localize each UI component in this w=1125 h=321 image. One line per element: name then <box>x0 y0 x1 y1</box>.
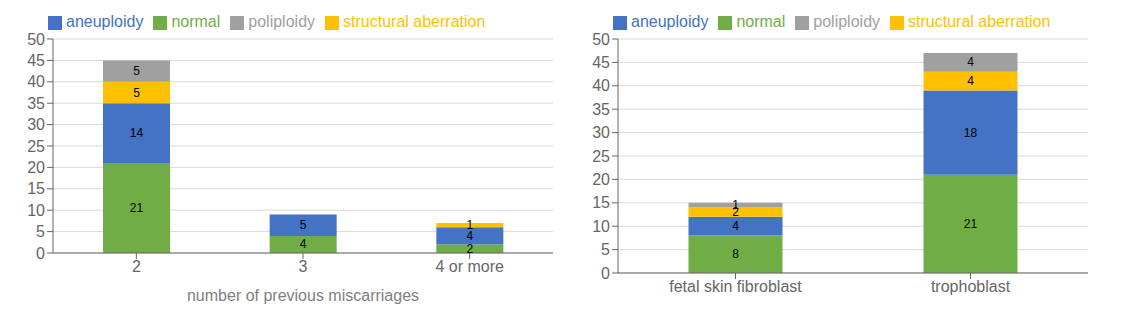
svg-text:1: 1 <box>466 218 473 232</box>
html-text:poliploidy: poliploidy <box>248 13 315 30</box>
svg-text:3: 3 <box>299 258 308 275</box>
svg-text:25: 25 <box>592 148 610 165</box>
svg-text:0: 0 <box>36 245 45 262</box>
svg-text:5: 5 <box>300 218 307 232</box>
svg-text:4: 4 <box>732 219 739 233</box>
svg-text:5: 5 <box>133 64 140 78</box>
svg-text:50: 50 <box>27 31 45 48</box>
svg-text:20: 20 <box>592 171 610 188</box>
svg-text:5: 5 <box>133 86 140 100</box>
svg-text:2: 2 <box>466 242 473 256</box>
svg-text:fetal skin fibroblast: fetal skin fibroblast <box>669 278 802 295</box>
svg-text:0: 0 <box>601 265 610 282</box>
svg-text:4: 4 <box>967 55 974 69</box>
svg-text:21: 21 <box>964 217 978 231</box>
svg-text:4: 4 <box>466 228 474 243</box>
svg-text:8: 8 <box>732 247 739 261</box>
svg-text:5: 5 <box>36 223 45 240</box>
html-text:normal: normal <box>171 13 221 30</box>
svg-text:5: 5 <box>601 241 610 258</box>
svg-text:45: 45 <box>27 52 45 69</box>
svg-text:25: 25 <box>27 138 45 155</box>
svg-text:2: 2 <box>132 258 141 275</box>
svg-text:40: 40 <box>592 77 610 94</box>
html-text:structural aberration: structural aberration <box>908 13 1051 30</box>
svg-text:40: 40 <box>27 73 45 90</box>
svg-text:10: 10 <box>27 202 45 219</box>
svg-text:4 or more: 4 or more <box>435 258 504 275</box>
svg-text:4: 4 <box>967 74 974 88</box>
svg-text:2: 2 <box>732 205 739 220</box>
html-text:aneuploidy: aneuploidy <box>66 13 144 30</box>
svg-text:20: 20 <box>27 159 45 176</box>
svg-text:21: 21 <box>130 201 144 215</box>
svg-text:30: 30 <box>27 116 45 133</box>
html-text:normal: normal <box>736 13 786 30</box>
svg-text:number of previous miscarriage: number of previous miscarriages <box>187 287 419 304</box>
html-text:aneuploidy: aneuploidy <box>631 13 709 30</box>
svg-text:15: 15 <box>592 194 610 211</box>
svg-text:18: 18 <box>964 126 978 140</box>
svg-text:35: 35 <box>592 101 610 118</box>
svg-text:50: 50 <box>592 31 610 48</box>
svg-text:1: 1 <box>732 198 739 212</box>
svg-text:trophoblast: trophoblast <box>931 278 1011 295</box>
svg-text:14: 14 <box>130 126 144 140</box>
html-text:structural aberration: structural aberration <box>343 13 486 30</box>
svg-text:15: 15 <box>27 180 45 197</box>
svg-text:45: 45 <box>592 54 610 71</box>
svg-text:4: 4 <box>300 237 307 251</box>
svg-text:35: 35 <box>27 95 45 112</box>
html-text:poliploidy: poliploidy <box>813 13 880 30</box>
svg-text:30: 30 <box>592 124 610 141</box>
svg-text:10: 10 <box>592 218 610 235</box>
